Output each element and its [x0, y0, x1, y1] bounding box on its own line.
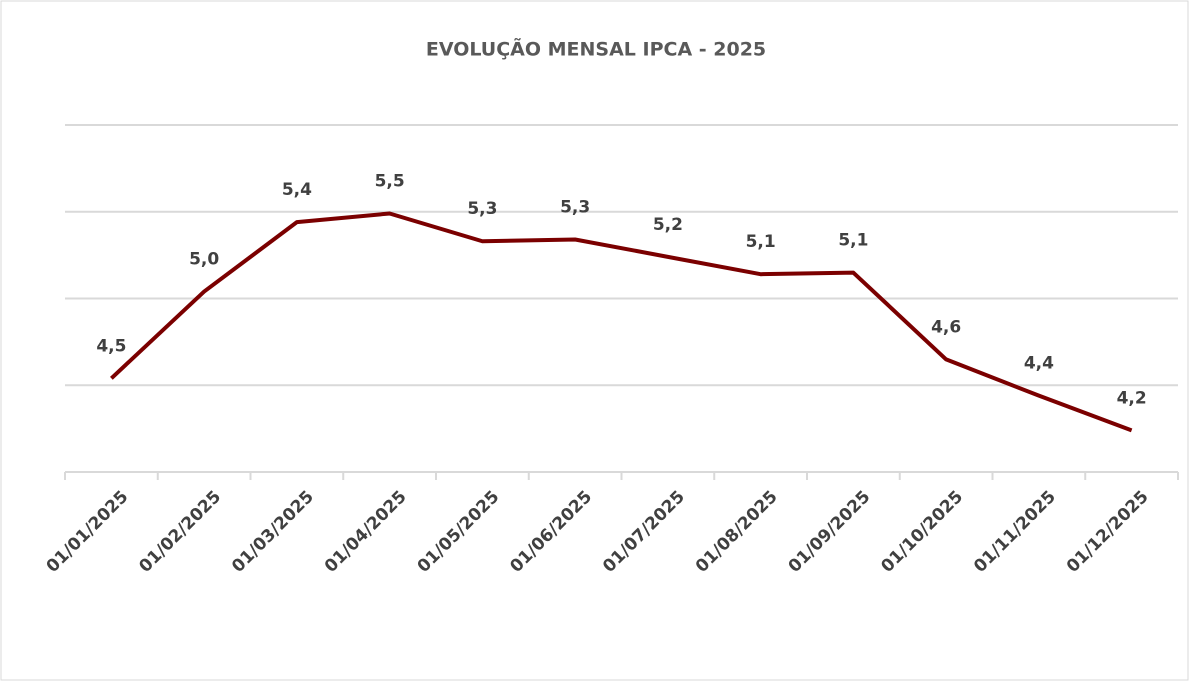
- data-label: 5,3: [467, 199, 497, 219]
- data-label: 4,4: [1024, 354, 1054, 374]
- data-label: 5,5: [375, 171, 405, 191]
- data-label: 5,0: [189, 250, 219, 270]
- data-label: 4,5: [96, 336, 126, 356]
- data-label: 5,2: [653, 215, 683, 235]
- data-label: 5,1: [838, 231, 868, 251]
- chart-title: EVOLUÇÃO MENSAL IPCA - 2025: [426, 37, 766, 61]
- data-label: 5,3: [560, 198, 590, 218]
- data-label: 5,1: [746, 232, 776, 252]
- data-label: 4,2: [1117, 388, 1147, 408]
- data-label: 5,4: [282, 180, 312, 200]
- data-label: 4,6: [931, 317, 961, 337]
- line-series: [110, 211, 1133, 433]
